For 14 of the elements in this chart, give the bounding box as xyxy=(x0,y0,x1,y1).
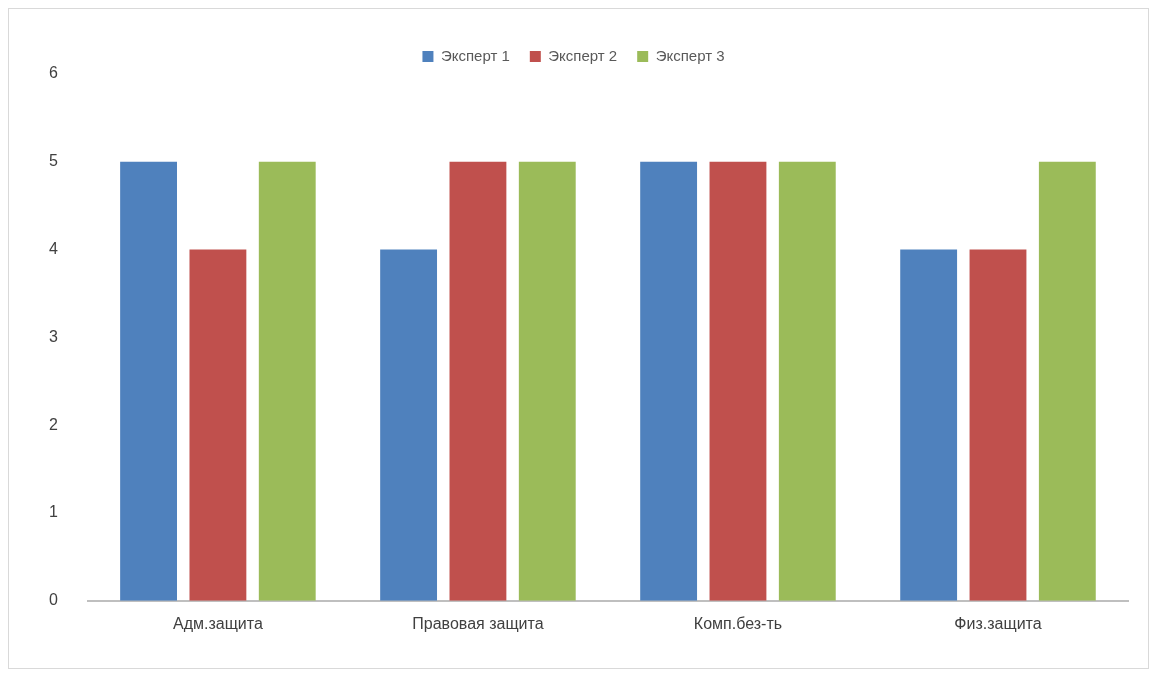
y-tick-label: 5 xyxy=(48,152,58,170)
y-tick-label: 1 xyxy=(48,503,58,521)
y-tick-label: 6 xyxy=(48,64,58,82)
x-tick-label: Комп.без-ть xyxy=(693,614,783,632)
y-tick-label: 0 xyxy=(48,591,58,609)
legend-label: Эксперт 1 xyxy=(440,46,510,64)
legend-label: Эксперт 2 xyxy=(548,46,618,64)
y-tick-label: 2 xyxy=(48,415,58,433)
x-tick-label: Адм.защита xyxy=(172,614,263,632)
x-tick-label: Физ.защита xyxy=(954,614,1042,632)
legend-label: Эксперт 3 xyxy=(655,46,725,64)
y-tick-label: 3 xyxy=(48,327,58,345)
y-tick-label: 4 xyxy=(48,240,58,258)
x-tick-label: Правовая защита xyxy=(412,614,544,632)
